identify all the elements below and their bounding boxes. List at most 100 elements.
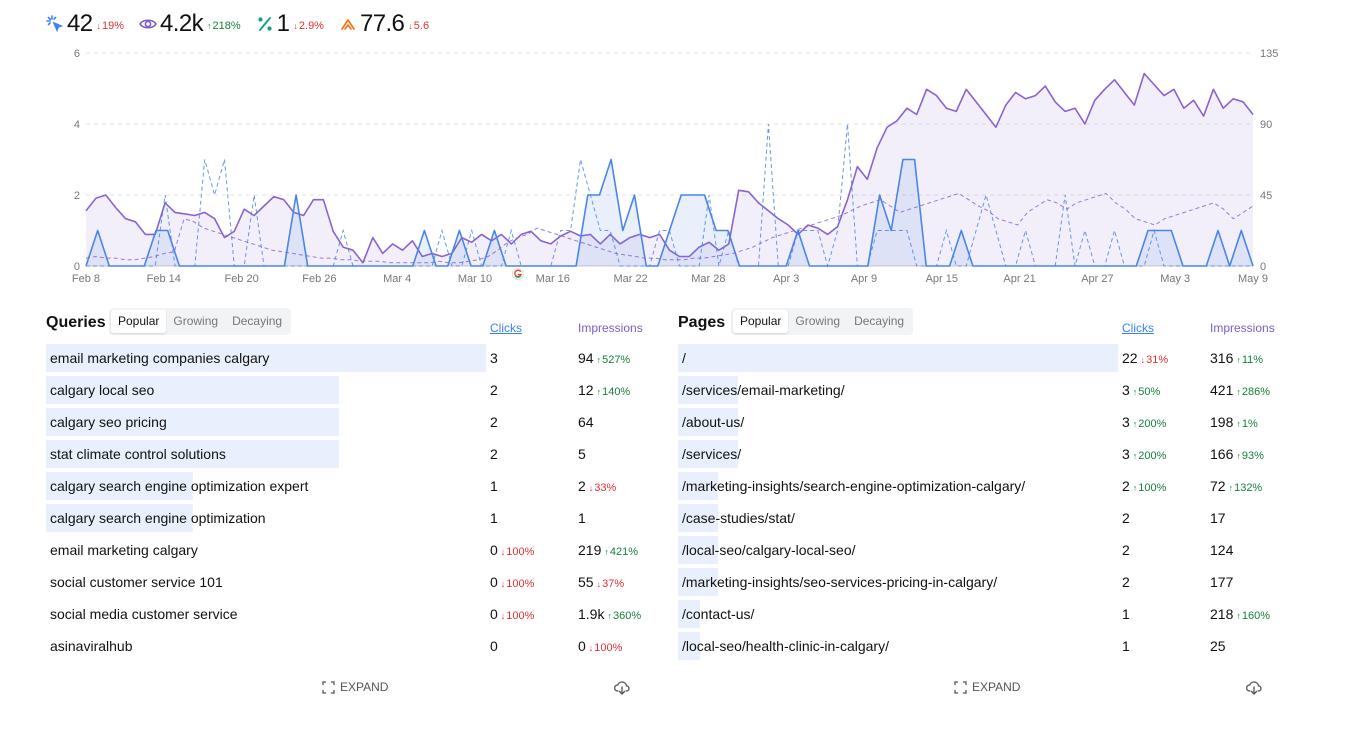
pages-download-button[interactable] <box>1246 680 1262 701</box>
tab-popular[interactable]: Popular <box>733 310 789 333</box>
tab-growing[interactable]: Growing <box>795 314 841 328</box>
stat-value: 1 <box>276 10 290 37</box>
clicks-share-bar <box>678 536 718 564</box>
x-tick-label: Feb 20 <box>224 273 258 285</box>
query-row[interactable]: email marketing calgary 0 ↓100% 219 ↑421% <box>46 536 646 564</box>
page-row[interactable]: /contact-us/1 218 ↑160% <box>678 600 1278 628</box>
impressions-value: 17 <box>1210 510 1226 526</box>
clicks-share-bar <box>678 408 738 436</box>
impressions-delta: ↑93% <box>1236 450 1264 462</box>
cloud-download-icon <box>614 681 630 700</box>
series-line-previous <box>85 192 1254 264</box>
query-text: email marketing calgary <box>50 542 198 558</box>
query-row[interactable]: email marketing companies calgary 3 94 ↑527… <box>46 344 646 372</box>
cursor-click-icon <box>46 15 64 33</box>
query-row[interactable]: calgary local seo 2 12 ↑140% <box>46 376 646 404</box>
impressions-column-header[interactable]: Impressions <box>578 321 643 335</box>
page-row[interactable]: / 22 ↓31% 316 ↑11% <box>678 344 1278 372</box>
clicks-share-bar <box>678 472 718 500</box>
page-row[interactable]: /services/email-marketing/3 ↑50% 421 ↑286% <box>678 376 1278 404</box>
query-row[interactable]: stat climate control solutions 2 5 <box>46 440 646 468</box>
page-path: /case-studies/stat/ <box>682 510 795 526</box>
page-row[interactable]: /marketing-insights/search-engine-optimi… <box>678 472 1278 500</box>
page-row[interactable]: /case-studies/stat/2 17 <box>678 504 1278 532</box>
query-row[interactable]: social media customer service 0 ↓100% 1.9k ↑… <box>46 600 646 628</box>
clicks-value: 3 <box>1122 382 1130 398</box>
query-text: calgary seo pricing <box>50 414 167 430</box>
clicks-cell: 2 <box>1122 542 1130 558</box>
clicks-delta: ↑200% <box>1132 450 1167 462</box>
pages-title: Pages <box>678 314 726 331</box>
clicks-value: 0 <box>490 606 498 622</box>
clicks-share-bar <box>678 504 718 532</box>
clicks-cell: 3 <box>490 350 498 366</box>
tab-decaying[interactable]: Decaying <box>232 314 283 328</box>
series-line-previous <box>86 123 1253 268</box>
tab-popular[interactable]: Popular <box>111 310 167 333</box>
clicks-cell: 1 <box>1122 606 1130 622</box>
clicks-column-header[interactable]: Clicks <box>1122 321 1154 335</box>
clicks-cell: 2 <box>490 414 498 430</box>
query-row[interactable]: asinaviralhub 0 0 ↓100% <box>46 632 646 660</box>
clicks-cell: 2 <box>490 382 498 398</box>
pages-header: Pages Popular Growing Decaying Clicks Im… <box>678 308 1288 338</box>
pages-expand-button[interactable]: EXPAND <box>954 680 1020 694</box>
page-row[interactable]: /local-seo/health-clinic-in-calgary/1 25 <box>678 632 1278 660</box>
impressions-delta: ↑1% <box>1236 418 1258 430</box>
queries-expand-button[interactable]: EXPAND <box>322 680 388 694</box>
page-row[interactable]: /about-us/3 ↑200% 198 ↑1% <box>678 408 1278 436</box>
stats-row: 42 ↓19% 4.2k ↑218% 1 ↓2.9% 77.6 ↓5.6 <box>46 8 444 40</box>
expand-icon <box>954 680 967 694</box>
impressions-value: 198 <box>1210 414 1234 430</box>
queries-download-button[interactable] <box>614 680 630 701</box>
impressions-cell: 25 <box>1210 638 1226 654</box>
tab-growing[interactable]: Growing <box>173 314 219 328</box>
clicks-share-bar <box>46 408 339 436</box>
clicks-column-header[interactable]: Clicks <box>490 321 522 335</box>
impressions-value: 124 <box>1210 542 1234 558</box>
x-tick-label: Apr 9 <box>851 273 877 285</box>
query-row[interactable]: social customer service 101 0 ↓100% 55 ↓37% <box>46 568 646 596</box>
series-area <box>86 73 1253 266</box>
rank-chevron-icon <box>339 15 357 33</box>
page-path: /services/email-marketing/ <box>682 382 845 398</box>
y-left-tick-label: 2 <box>74 190 80 202</box>
impressions-delta: ↓100% <box>588 642 623 654</box>
impressions-value: 72 <box>1210 478 1226 494</box>
query-text: calgary search engine optimization exper… <box>50 478 309 494</box>
query-row[interactable]: calgary seo pricing 2 64 <box>46 408 646 436</box>
query-text: calgary local seo <box>50 382 155 398</box>
clicks-cell: 0 ↓100% <box>490 574 534 590</box>
stat-change: ↓19% <box>96 20 125 32</box>
performance-chart[interactable]: 0 2 4 6 0 45 90 135 Feb 8 Feb 14 Feb 20 Feb 26 Mar 4… <box>0 40 1369 290</box>
page-row[interactable]: /local-seo/calgary-local-seo/2 124 <box>678 536 1278 564</box>
tab-decaying[interactable]: Decaying <box>854 314 905 328</box>
clicks-value: 1 <box>1122 606 1130 622</box>
page-row[interactable]: /marketing-insights/seo-services-pricing… <box>678 568 1278 596</box>
clicks-delta: ↓31% <box>1140 354 1169 366</box>
clicks-cell: 2 <box>1122 574 1130 590</box>
impressions-cell: 1.9k ↑360% <box>578 606 641 622</box>
google-icon[interactable] <box>511 268 524 280</box>
clicks-value: 3 <box>1122 414 1130 430</box>
clicks-delta: ↑50% <box>1132 386 1161 398</box>
page-row[interactable]: /services/3 ↑200% 166 ↑93% <box>678 440 1278 468</box>
impressions-column-header[interactable]: Impressions <box>1210 321 1275 335</box>
y-right-tick-label: 90 <box>1260 119 1272 131</box>
stat-clicks[interactable]: 42 ↓19% <box>46 10 124 38</box>
page-path: /about-us/ <box>682 414 745 430</box>
clicks-share-bar <box>46 504 193 532</box>
stat-ctr[interactable]: 1 ↓2.9% <box>256 10 324 38</box>
page-path: /marketing-insights/seo-services-pricing… <box>682 574 998 590</box>
stat-impressions[interactable]: 4.2k ↑218% <box>139 10 241 38</box>
x-tick-label: May 3 <box>1160 273 1190 285</box>
impressions-value: 94 <box>578 350 594 366</box>
x-tick-label: Mar 22 <box>613 273 647 285</box>
query-row[interactable]: calgary search engine optimization exper… <box>46 472 646 500</box>
stat-position[interactable]: 77.6 ↓5.6 <box>339 10 429 38</box>
impressions-value: 55 <box>578 574 594 590</box>
clicks-share-bar <box>46 440 339 468</box>
clicks-share-bar <box>678 440 738 468</box>
query-row[interactable]: calgary search engine optimization 1 1 <box>46 504 646 532</box>
impressions-cell: 166 ↑93% <box>1210 446 1264 462</box>
